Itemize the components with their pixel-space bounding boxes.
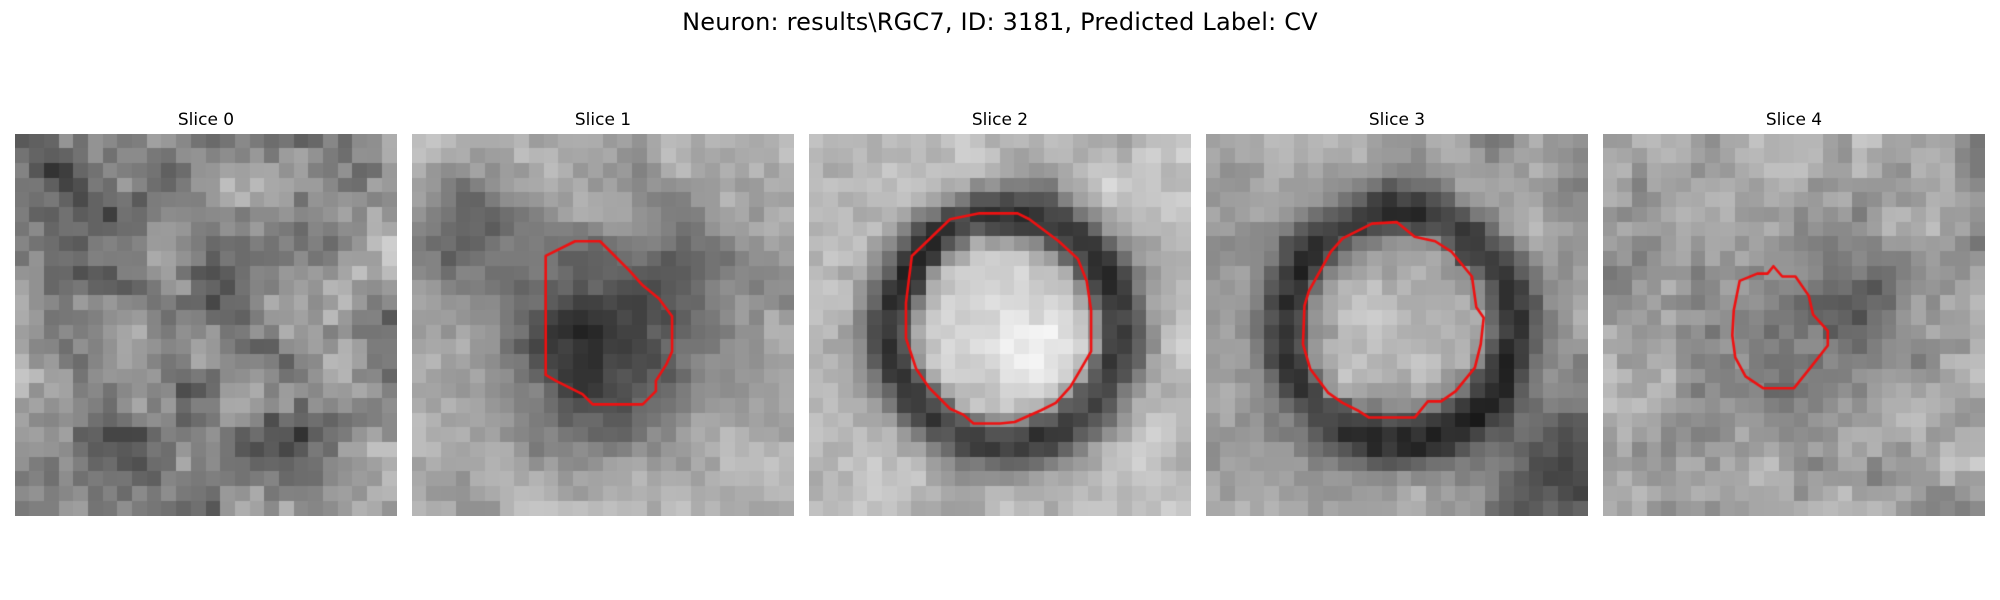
slice-image-1 [412, 134, 794, 516]
slice-image-0 [15, 134, 397, 516]
slice-image-2 [809, 134, 1191, 516]
slice-image-4 [1603, 134, 1985, 516]
slice-image-3 [1206, 134, 1588, 516]
slice-title-3: Slice 3 [1368, 110, 1426, 130]
slice-title-1: Slice 1 [574, 110, 632, 130]
figure-title: Neuron: results\RGC7, ID: 3181, Predicte… [682, 8, 1318, 36]
slice-panel-0: Slice 0 [15, 108, 397, 516]
slice-panel-1: Slice 1 [412, 108, 794, 516]
slice-panel-4: Slice 4 [1603, 108, 1985, 516]
slice-title-4: Slice 4 [1765, 110, 1823, 130]
slice-title-0: Slice 0 [177, 110, 235, 130]
slice-title-2: Slice 2 [971, 110, 1029, 130]
slice-panel-2: Slice 2 [809, 108, 1191, 516]
slice-panel-3: Slice 3 [1206, 108, 1588, 516]
